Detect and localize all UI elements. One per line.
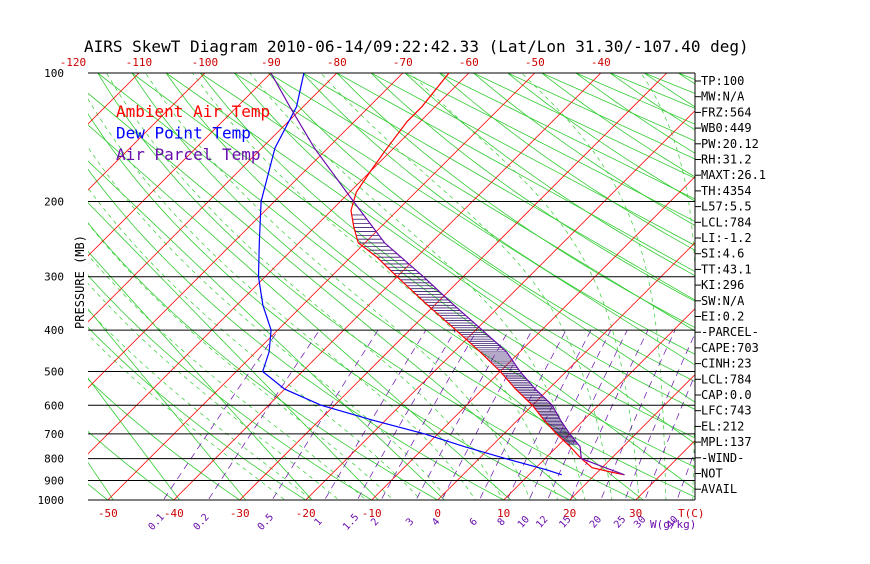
top-temp-tick-label: -110 (126, 56, 153, 69)
index-label: TT:43.1 (701, 262, 752, 276)
pressure-tick-label: 1000 (38, 494, 65, 507)
pressure-tick-label: 800 (44, 453, 64, 466)
chart-title: AIRS SkewT Diagram 2010-06-14/09:22:42.3… (84, 37, 749, 56)
mixing-ratio-label: 0.2 (192, 512, 212, 533)
isotherm-line (495, 63, 870, 509)
index-label: RH:31.2 (701, 153, 752, 167)
isotherm-line (0, 63, 16, 509)
bottom-temp-tick-label: -20 (296, 507, 316, 520)
dry-adiabat-line (337, 73, 870, 509)
isotherm-line (759, 63, 870, 509)
pressure-tick-label: 700 (44, 428, 64, 441)
index-label: MPL:137 (701, 435, 752, 449)
mixing-ratio-label: 0.5 (256, 512, 276, 533)
isotherm-line (429, 63, 870, 509)
index-label: L57:5.5 (701, 200, 752, 214)
top-temp-tick-label: -40 (591, 56, 611, 69)
index-label: EI:0.2 (701, 310, 744, 324)
ambient-air-temp-line (351, 73, 625, 475)
dry-adiabat-line (439, 73, 870, 509)
dry-adiabat-line (30, 73, 521, 509)
mixing-ratio-label: 10 (516, 514, 532, 530)
index-label: AVAIL (701, 482, 737, 496)
mixing-ratio-line (157, 330, 278, 509)
index-label: WB0:449 (701, 121, 752, 135)
top-temp-tick-label: -100 (192, 56, 219, 69)
pressure-tick-label: 600 (44, 399, 64, 412)
index-label: LI:-1.2 (701, 231, 752, 245)
pressure-tick-label: 500 (44, 365, 64, 378)
mixing-ratio-label: 25 (612, 514, 628, 530)
index-label: MW:N/A (701, 90, 745, 104)
top-temp-tick-label: -120 (60, 56, 87, 69)
mixing-ratio-label: 3 (404, 516, 416, 528)
top-temp-tick-label: -50 (525, 56, 545, 69)
pressure-tick-label: 200 (44, 196, 64, 209)
isotherm-line (825, 63, 870, 509)
index-label: NOT (701, 467, 723, 481)
y-axis-label: PRESSURE (MB) (73, 235, 87, 329)
index-label: TH:4354 (701, 184, 752, 198)
index-label: KI:296 (701, 278, 744, 292)
mixing-ratio-label: 6 (468, 516, 480, 528)
pressure-tick-label: 900 (44, 474, 64, 487)
top-temp-tick-label: -70 (393, 56, 413, 69)
top-temp-tick-label: -60 (459, 56, 479, 69)
pressure-tick-label: 400 (44, 324, 64, 337)
mixing-ratio-label: 12 (534, 514, 550, 530)
dry-adiabat-line (747, 73, 870, 509)
air-parcel-temp-line (271, 73, 625, 475)
mixing-ratio-line (320, 330, 426, 509)
index-label: TP:100 (701, 74, 744, 88)
index-label: FRZ:564 (701, 105, 752, 119)
pressure-tick-label: 300 (44, 271, 64, 284)
index-label: SI:4.6 (701, 247, 744, 261)
isotherm-line (33, 63, 479, 509)
index-label: SW:N/A (701, 294, 745, 308)
index-label: -WIND- (701, 451, 744, 465)
mixing-ratio-label: 1.5 (341, 512, 361, 533)
index-label: LCL:784 (701, 215, 752, 229)
index-label: CAP:0.0 (701, 388, 752, 402)
index-label: -PARCEL- (701, 325, 759, 339)
top-temp-tick-label: -80 (327, 56, 347, 69)
index-label: MAXT:26.1 (701, 168, 766, 182)
mixing-ratio-label: 1 (313, 516, 325, 528)
bottom-temp-tick-label: -40 (164, 507, 184, 520)
dry-adiabat-line (0, 73, 53, 509)
index-label: CAPE:703 (701, 341, 759, 355)
index-label: LFC:743 (701, 404, 752, 418)
mixing-ratio-line (376, 330, 477, 509)
index-label: PW:20.12 (701, 137, 759, 151)
moist-adiabat-line (522, 73, 667, 509)
isotherm-line (231, 63, 677, 509)
dry-adiabat-line (234, 73, 870, 509)
legend-entry: Ambient Air Temp (116, 102, 270, 121)
index-label: EL:212 (701, 419, 744, 433)
mixing-ratio-line (352, 330, 455, 509)
top-temp-tick-label: -90 (261, 56, 281, 69)
moist-adiabat-line (250, 73, 587, 509)
legend-entry: Dew Point Temp (116, 124, 251, 143)
bottom-temp-tick-label: -30 (230, 507, 250, 520)
bottom-temp-tick-label: -50 (98, 507, 118, 520)
mixing-ratio-line (525, 330, 611, 509)
isotherm-line (0, 63, 82, 509)
mixing-ratio-line (202, 330, 319, 509)
mixing-ratio-line (567, 330, 648, 509)
index-label: CINH:23 (701, 357, 752, 371)
mixing-ratio-label: 20 (588, 514, 604, 530)
index-label: LCL:784 (701, 372, 752, 386)
legend-entry: Air Parcel Temp (116, 145, 261, 164)
